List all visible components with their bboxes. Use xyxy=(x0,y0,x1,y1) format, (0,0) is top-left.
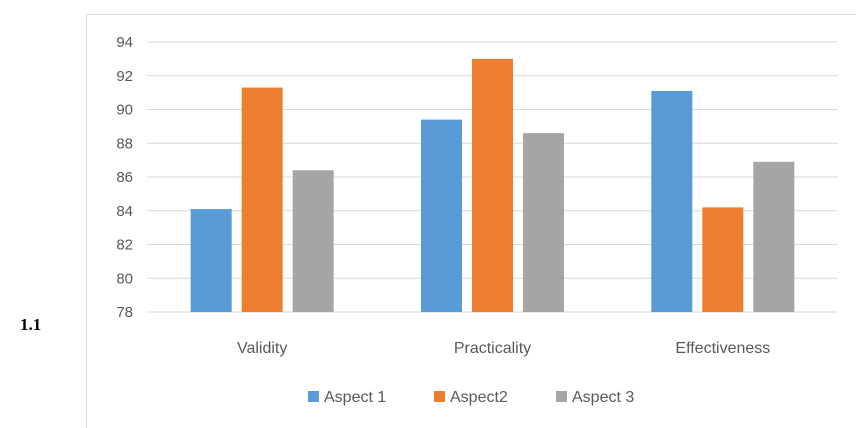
y-tick-label: 90 xyxy=(116,102,133,119)
y-tick-label: 88 xyxy=(116,135,133,152)
y-tick-label: 84 xyxy=(116,203,133,220)
bar-effectiveness-series-2 xyxy=(702,207,744,312)
x-category-label: Practicality xyxy=(454,340,531,357)
y-tick-label: 82 xyxy=(116,237,133,254)
legend-label-series-1: Aspect 1 xyxy=(324,389,386,406)
bars xyxy=(190,58,795,312)
bar-validity-series-1 xyxy=(190,209,232,312)
legend-label-series-3: Aspect 3 xyxy=(572,389,634,406)
y-tick-label: 86 xyxy=(116,169,133,186)
legend: Aspect 1 Aspect2 Aspect 3 xyxy=(308,389,634,406)
legend-swatch-series-1 xyxy=(308,391,319,402)
bar-practicality-series-3 xyxy=(523,133,564,312)
x-category-label: Effectiveness xyxy=(675,340,770,357)
x-axis-categories: Validity Practicality Effectiveness xyxy=(237,340,770,357)
legend-swatch-series-2 xyxy=(434,391,445,402)
side-label: 1.1 xyxy=(20,315,42,334)
legend-swatch-series-3 xyxy=(556,391,567,402)
bar-practicality-series-2 xyxy=(472,58,513,312)
chart-frame xyxy=(86,14,856,428)
legend-label-series-2: Aspect2 xyxy=(450,389,508,406)
bar-validity-series-2 xyxy=(241,87,283,312)
bar-validity-series-3 xyxy=(292,170,334,312)
y-tick-label: 78 xyxy=(116,304,133,321)
bar-effectiveness-series-3 xyxy=(753,161,795,312)
y-tick-label: 94 xyxy=(116,34,133,51)
x-category-label: Validity xyxy=(237,340,287,357)
y-axis-ticks: 78 80 82 84 86 88 90 92 94 xyxy=(116,34,133,321)
bar-practicality-series-1 xyxy=(421,119,462,312)
y-tick-label: 92 xyxy=(116,68,133,85)
bar-effectiveness-series-1 xyxy=(651,90,693,312)
y-tick-label: 80 xyxy=(116,270,133,287)
